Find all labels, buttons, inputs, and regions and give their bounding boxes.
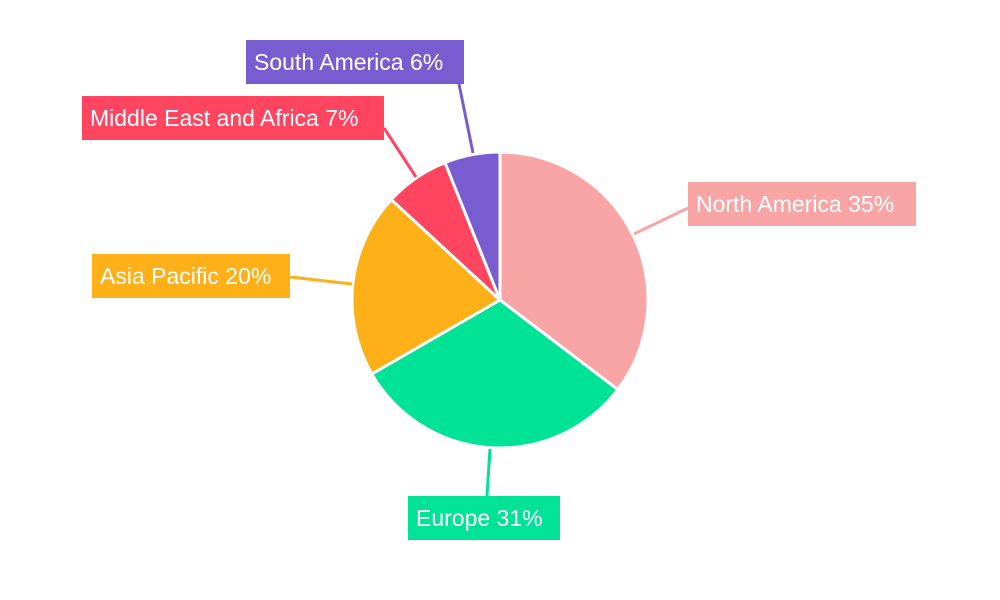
slice-south-america[interactable] xyxy=(443,150,502,301)
slice-asia-pacific[interactable] xyxy=(350,197,503,377)
data-label-north-america: North America 35% xyxy=(688,182,916,226)
data-label-middle-east-and-africa: Middle East and Africa 7% xyxy=(82,96,384,140)
leader-line-south-america xyxy=(457,83,475,154)
data-label-south-america: South America 6% xyxy=(246,40,464,84)
leader-line-europe xyxy=(485,448,492,497)
leader-line-middle-east-and-africa xyxy=(382,127,418,178)
slice-europe[interactable] xyxy=(369,298,620,450)
slice-north-america[interactable] xyxy=(498,150,650,392)
data-label-asia-pacific: Asia Pacific 20% xyxy=(92,254,290,298)
data-label-europe: Europe 31% xyxy=(408,496,560,540)
leader-line-north-america xyxy=(633,206,689,236)
leader-line-asia-pacific xyxy=(289,275,353,286)
